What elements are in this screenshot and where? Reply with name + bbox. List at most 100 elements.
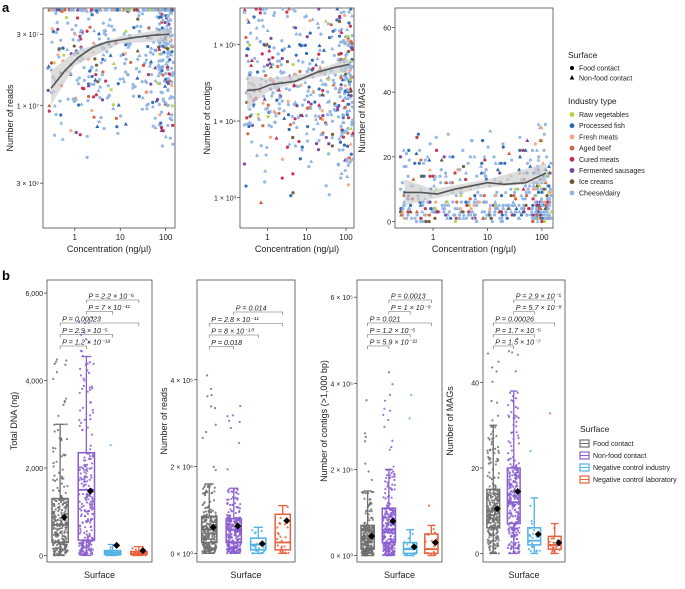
jitter-point [227,419,231,422]
scatter-point [346,126,350,131]
jitter-point [531,542,534,545]
jitter-point [517,512,520,515]
jitter-point [368,539,371,542]
legend-industry-swatch [569,134,575,140]
scatter-point-triangle [536,157,541,162]
scatter-point [134,67,139,71]
jitter-point [392,465,395,468]
comparison-p-value: P = 0.00023 [62,315,101,324]
scatter-point [77,76,81,80]
scatter-point-triangle [254,153,259,157]
scatter-point [404,216,409,220]
jitter-point [231,414,234,417]
scatter-point-triangle [287,43,292,48]
scatter-point [345,144,350,148]
scatter-point [316,26,321,30]
scatter-point [58,99,62,103]
scatter-point-triangle [309,159,314,163]
jitter-point [78,409,82,412]
jitter-point [507,350,511,353]
scatter-point [475,174,479,178]
jitter-point [492,490,495,493]
jitter-point [390,524,393,527]
scatter-point [162,99,166,103]
scatter-point [539,187,544,191]
jitter-point [55,460,58,463]
scatter-point [406,213,410,217]
comparison-bracket [388,311,411,315]
scatter-point-triangle [493,199,498,204]
scatter-point [480,161,484,165]
jitter-point [511,469,514,472]
scatter-point [473,203,477,207]
scatter-point [530,148,535,152]
scatter-point-triangle [481,216,486,220]
scatter-point [163,20,167,25]
jitter-point [408,417,411,420]
scatter-point [415,135,419,140]
y-tick-label: 4,000 [25,379,43,386]
comparison-p-value: P = 1.2 × 10⁻⁵ [370,326,416,335]
scatter-point [329,23,333,27]
jitter-point [279,522,282,525]
jitter-point [509,484,512,487]
jitter-point [61,535,64,538]
scatter-point-triangle [159,128,164,133]
scatter-point [295,125,299,130]
scatter-point-triangle [326,75,331,79]
jitter-point [390,547,394,550]
scatter-point-triangle [335,6,340,11]
jitter-point [531,536,534,539]
scatter-point [290,114,294,119]
scatter-point [439,168,443,172]
scatter-point-triangle [427,167,432,172]
scatter-point [299,44,303,48]
scatter-point [533,187,537,191]
jitter-point [91,387,94,390]
scatter-point [523,184,528,188]
jitter-point [496,521,499,524]
scatter-point [128,8,132,12]
jitter-point [213,547,216,550]
scatter-point [547,213,551,217]
scatter-point [309,106,313,110]
jitter-point [234,545,237,549]
y-tick-label: 2,000 [25,466,43,473]
jitter-point [384,497,387,500]
scatter-point-triangle [135,76,140,80]
scatter-point [295,104,299,108]
scatter-point-triangle [318,64,323,69]
jitter-point [89,494,92,498]
scatter-point-triangle [514,206,519,210]
comparison-p-value: P = 1.2 × 10⁻¹⁸ [62,338,110,347]
jitter-point [516,529,520,532]
jitter-point [363,553,366,556]
scatter-point [98,85,102,89]
scatter-point [530,216,535,220]
comparison-bracket [492,334,535,338]
scatter-point [461,164,466,169]
scatter-point [483,158,487,162]
scatter-point [466,213,470,217]
jitter-point [494,496,498,499]
scatter-point-triangle [546,206,551,210]
scatter-point-triangle [156,62,161,67]
jitter-point [369,544,372,547]
jitter-point [234,496,237,499]
scatter-point [62,53,66,57]
comparison-p-value: P = 2.2 × 10⁻⁶ [88,292,134,301]
jitter-point [207,534,211,537]
jitter-point [55,358,59,361]
scatter-point [119,54,123,58]
jitter-point [212,499,216,502]
jitter-point [57,528,60,531]
jitter-point [490,443,493,446]
jitter-point [370,541,374,544]
scatter-point [522,203,526,207]
jitter-point [63,401,66,404]
scatter-point [329,113,333,117]
x-axis-label: Surface [84,570,115,580]
jitter-point [517,462,520,465]
scatter-point [140,80,144,84]
scatter-point [499,161,503,165]
